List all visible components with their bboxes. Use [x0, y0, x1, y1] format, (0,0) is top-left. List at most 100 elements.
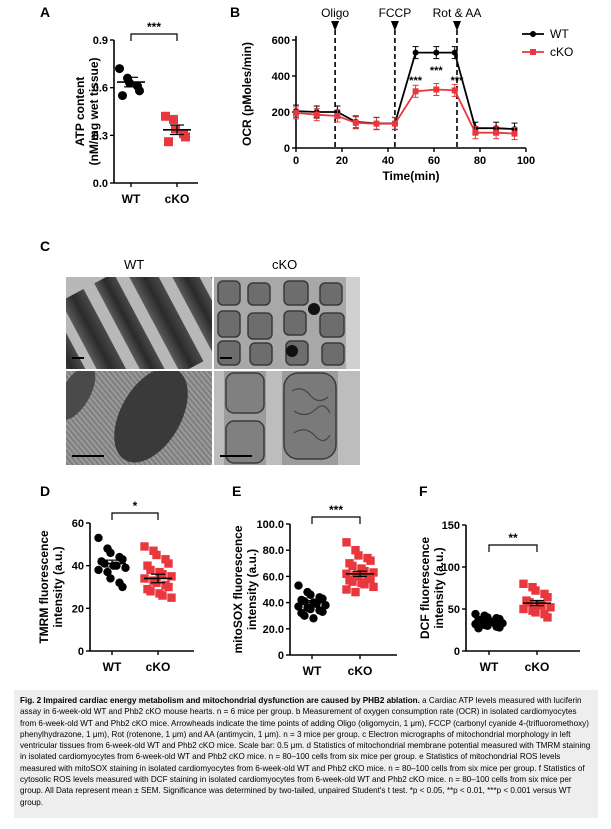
- data-point: [169, 114, 178, 124]
- significance-bracket: [130, 33, 178, 41]
- data-point: [472, 129, 479, 136]
- data-point: [149, 546, 158, 555]
- data-point: [167, 572, 176, 581]
- legend-marker: [530, 49, 536, 55]
- series-line: [295, 51, 515, 130]
- data-point: [161, 555, 170, 564]
- data-point: [106, 548, 115, 558]
- data-point: [412, 88, 419, 95]
- y-tick-label: 100: [442, 562, 460, 574]
- data-point: [115, 64, 124, 74]
- y-tick-label: 150: [442, 520, 460, 532]
- y-axis-label-line1: TMRM fluorescence: [37, 530, 51, 644]
- y-axis-label-line2: (nM/mg wet tissue): [87, 57, 101, 165]
- y-tick-label: 60: [72, 518, 84, 530]
- data-point: [495, 623, 504, 632]
- legend-marker: [530, 31, 536, 37]
- significance-label: ***: [147, 20, 161, 34]
- data-point: [369, 582, 378, 592]
- data-point: [366, 574, 375, 584]
- y-tick-label: 0: [454, 646, 460, 658]
- data-point: [433, 86, 440, 93]
- panel-c-letter: C: [40, 238, 51, 254]
- data-point: [369, 568, 378, 577]
- y-tick-label: 0.9: [93, 35, 108, 47]
- data-point: [531, 586, 540, 595]
- panel-letter: D: [40, 483, 50, 499]
- em-cko-high-mag: [214, 371, 360, 465]
- figure-caption: Fig. 2 Impaired cardiac energy metabolis…: [14, 690, 598, 818]
- data-point: [351, 587, 360, 597]
- data-point: [318, 607, 327, 616]
- data-point: [351, 546, 360, 555]
- x-tick-label: WT: [122, 192, 141, 206]
- injection-arrowhead: [331, 21, 340, 31]
- injection-arrowhead: [453, 21, 461, 31]
- x-tick-label: 20: [336, 155, 348, 167]
- significance-label: **: [508, 531, 518, 545]
- significance-bracket: [311, 516, 361, 524]
- y-tick-label: 0: [278, 650, 284, 662]
- data-point: [118, 582, 127, 592]
- injection-label: FCCP: [379, 6, 412, 20]
- x-tick-label: 100: [517, 155, 535, 167]
- y-tick-label: 40: [72, 561, 84, 573]
- x-tick-label: WT: [480, 660, 499, 674]
- significance-label: ***: [409, 75, 423, 87]
- significance-label: ***: [451, 75, 465, 87]
- data-point: [451, 87, 458, 94]
- y-tick-label: 0: [284, 143, 290, 155]
- panel-letter: A: [40, 4, 50, 20]
- y-axis-label: OCR (pMoles/min): [240, 42, 254, 146]
- data-point: [106, 574, 115, 583]
- y-axis-label-line2: intensity (a.u.): [51, 546, 65, 627]
- x-tick-label: 80: [474, 155, 486, 167]
- y-tick-label: 50: [448, 604, 460, 616]
- panel-letter: F: [419, 483, 428, 499]
- y-tick-label: 0.6: [93, 83, 108, 95]
- y-axis-label-line1: DCF fluorescence: [418, 537, 432, 639]
- significance-label: ***: [430, 65, 444, 77]
- legend-label: cKO: [550, 45, 573, 59]
- significance-bracket: [488, 544, 538, 552]
- x-tick-label: cKO: [525, 660, 550, 674]
- caption-text: a Cardiac ATP levels measured with lucif…: [20, 696, 591, 807]
- data-point: [313, 111, 320, 118]
- x-tick-label: WT: [303, 664, 322, 678]
- data-point: [164, 137, 173, 147]
- data-point: [164, 582, 173, 592]
- em-cko-low-mag: [214, 277, 360, 369]
- x-tick-label: 60: [428, 155, 440, 167]
- data-point: [294, 602, 303, 611]
- scale-bar: [220, 357, 232, 359]
- panel-letter: E: [232, 483, 241, 499]
- data-point: [158, 591, 167, 600]
- data-point: [546, 603, 555, 612]
- data-point: [354, 551, 363, 560]
- x-tick-label: WT: [103, 660, 122, 674]
- panel-d-chart: D TMRM fluorescence intensity (a.u.) 0 20 40 6…: [37, 483, 194, 674]
- data-point: [135, 86, 144, 96]
- data-point: [152, 550, 161, 560]
- x-tick-label: 40: [382, 155, 394, 167]
- legend-label: WT: [550, 27, 569, 41]
- data-point: [451, 49, 458, 56]
- y-tick-label: 100.0: [256, 519, 284, 531]
- em-wt-low-mag: [66, 277, 212, 369]
- data-point: [300, 611, 309, 620]
- data-point: [94, 565, 103, 575]
- data-point: [342, 585, 351, 594]
- data-point: [525, 598, 534, 607]
- y-tick-label: 200: [272, 107, 290, 119]
- injection-arrowhead: [390, 21, 399, 31]
- y-axis-label-line1: mitoSOX fluorescence: [231, 525, 245, 653]
- x-axis-label: Time(min): [382, 169, 439, 183]
- y-tick-label: 60.0: [263, 571, 284, 583]
- data-point: [121, 563, 130, 572]
- y-tick-label: 20: [72, 603, 84, 615]
- data-point: [94, 533, 103, 543]
- data-point: [348, 561, 357, 571]
- panel-b-chart: B OCR (pMoles/min) 0 200 400 600 0 20 40 60 80 100 T…: [230, 4, 573, 183]
